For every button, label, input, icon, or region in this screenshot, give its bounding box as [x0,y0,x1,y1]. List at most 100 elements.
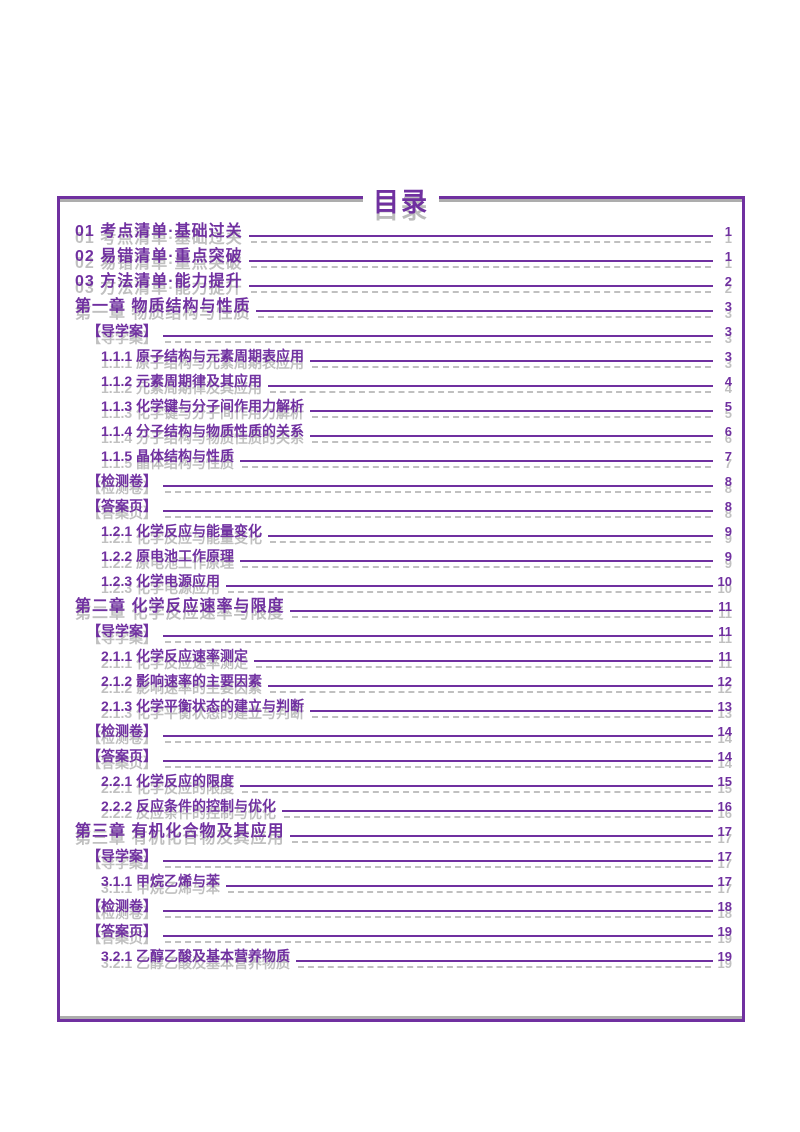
leader-line [240,785,713,793]
toc-entry-label: 2.2.1 化学反应的限度 [101,773,235,789]
leader-line [163,635,713,643]
leader-line [256,310,713,318]
toc-entry-label: 2.1.2 影响速率的主要因素 [101,673,263,689]
toc-entry: 3.1.1 甲烷乙烯与苯 17 [75,865,732,893]
toc-entry: 第三章 有机化合物及其应用 17 [75,815,732,843]
toc-entry-label: 第一章 物质结构与性质 [75,298,251,315]
page-number: 1 [724,224,732,239]
page-number: 14 [717,749,732,764]
leader-line [290,835,713,843]
page-number: 1 [724,249,732,264]
leader-line [268,685,713,693]
leader-line [226,885,713,893]
toc-entry-label: 【答案页】 [87,498,157,514]
page-number: 3 [724,349,732,364]
toc-entry-label: 1.2.3 化学电源应用 [101,573,221,589]
page-number: 3 [724,324,732,339]
page-number: 17 [717,849,732,864]
leader-line [248,285,713,293]
toc-entry: 1.1.3 化学键与分子间作用力解析 5 [75,390,732,418]
toc-frame: 目录 01 考点清单·基础过关 1 02 易错清单·重点突破 1 03 方法清单·能力提… [57,182,745,1022]
toc-entry: 【检测卷】 8 [75,465,732,493]
toc-entry: 【答案页】 19 [75,915,732,943]
page-number: 8 [724,499,732,514]
page-number: 17 [717,874,732,889]
leader-line [282,810,713,818]
leader-line [310,360,713,368]
toc-entry-label: 1.1.3 化学键与分子间作用力解析 [101,398,305,414]
page-number: 2 [724,274,732,289]
page-number: 8 [724,474,732,489]
toc-entry: 1.1.5 晶体结构与性质 7 [75,440,732,468]
toc-entry-label: 1.1.4 分子结构与物质性质的关系 [101,423,305,439]
toc-entry-label: 【导学案】 [87,323,157,339]
toc-entry: 【答案页】 8 [75,490,732,518]
leader-line [163,760,713,768]
toc-entry-label: 1.1.1 原子结构与元素周期表应用 [101,348,305,364]
leader-line [163,860,713,868]
toc-entry: 第二章 化学反应速率与限度 11 [75,590,732,618]
toc-entry-label: 03 方法清单·能力提升 [75,273,243,290]
page-number: 18 [717,899,732,914]
toc-entry: 【导学案】 3 [75,315,732,343]
toc-entry: 【检测卷】 14 [75,715,732,743]
toc-entry-label: 1.2.1 化学反应与能量变化 [101,523,263,539]
toc-entry-label: 3.1.1 甲烷乙烯与苯 [101,873,221,889]
leader-line [310,710,713,718]
toc-entry-label: 【检测卷】 [87,898,157,914]
toc-entry: 1.2.1 化学反应与能量变化 9 [75,515,732,543]
leader-line [268,535,713,543]
leader-line [163,910,713,918]
toc-entry: 【导学案】 11 [75,615,732,643]
leader-line [296,960,713,968]
leader-line [310,410,713,418]
leader-line [254,660,713,668]
leader-line [248,235,713,243]
page-number: 3 [724,299,732,314]
toc-entry-label: 1.1.5 晶体结构与性质 [101,448,235,464]
page-number: 12 [717,674,732,689]
toc-entry: 1.1.4 分子结构与物质性质的关系 6 [75,415,732,443]
page-number: 4 [724,374,732,389]
toc-entry: 1.1.2 元素周期律及其应用 4 [75,365,732,393]
page-number: 5 [724,399,732,414]
page-number: 17 [717,824,732,839]
toc-entry: 3.2.1 乙醇乙酸及基本营养物质 19 [75,940,732,968]
toc-entry-label: 01 考点清单·基础过关 [75,223,243,240]
toc-entry: 第一章 物质结构与性质 3 [75,290,732,318]
page-number: 19 [717,924,732,939]
toc-entry-label: 【导学案】 [87,623,157,639]
page-number: 9 [724,549,732,564]
page-number: 9 [724,524,732,539]
page-number: 11 [718,599,732,614]
toc-entry-label: 【答案页】 [87,923,157,939]
page-number: 14 [717,724,732,739]
toc-entry-label: 第二章 化学反应速率与限度 [75,598,285,615]
leader-line [163,510,713,518]
page-number: 11 [718,649,732,664]
toc-entry: 【导学案】 17 [75,840,732,868]
leader-line [226,585,713,593]
page-number: 7 [724,449,732,464]
leader-line [163,935,713,943]
toc-entry: 2.1.1 化学反应速率测定 11 [75,640,732,668]
toc-entry: 01 考点清单·基础过关 1 [75,215,732,243]
page-number: 19 [717,949,732,964]
leader-line [248,260,713,268]
toc-entry-label: 【答案页】 [87,748,157,764]
page-number: 10 [717,574,732,589]
toc-entry: 2.1.3 化学平衡状态的建立与判断 13 [75,690,732,718]
toc-entry-label: 2.2.2 反应条件的控制与优化 [101,798,277,814]
toc-entry-label: 02 易错清单·重点突破 [75,248,243,265]
leader-line [268,385,713,393]
toc-entry: 2.2.1 化学反应的限度 15 [75,765,732,793]
toc-entry: 02 易错清单·重点突破 1 [75,240,732,268]
toc-entry-list: 01 考点清单·基础过关 1 02 易错清单·重点突破 1 03 方法清单·能力提升 2 第… [60,199,742,968]
leader-line [240,560,713,568]
leader-line [240,460,713,468]
page-title: 目录 [362,182,440,219]
toc-entry: 【答案页】 14 [75,740,732,768]
leader-line [163,735,713,743]
toc-entry-label: 1.2.2 原电池工作原理 [101,548,235,564]
